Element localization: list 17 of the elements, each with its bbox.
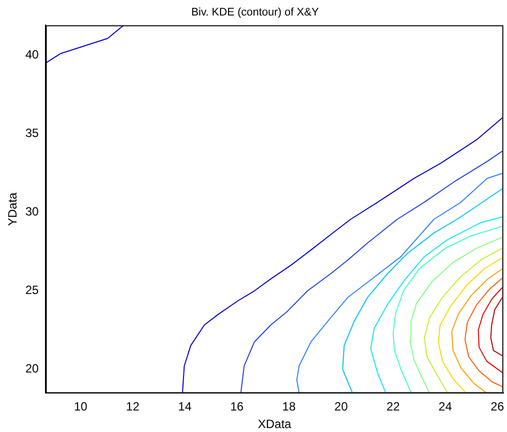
- chart-title: Biv. KDE (contour) of X&Y: [191, 6, 320, 19]
- y-axis-title: YData: [6, 192, 20, 226]
- x-tick-label: 22: [386, 400, 400, 414]
- x-tick-label: 12: [126, 400, 140, 414]
- y-tick-label: 20: [25, 362, 40, 376]
- y-tick-label: 40: [25, 47, 40, 62]
- x-axis-title: XData: [258, 417, 292, 432]
- x-tick-label: 18: [282, 400, 296, 414]
- y-tick-label: 35: [25, 126, 40, 140]
- x-tick-label: 24: [438, 400, 452, 414]
- x-tick-label: 16: [230, 400, 244, 414]
- x-tick-label: 20: [334, 400, 348, 414]
- y-tick-label: 30: [25, 204, 40, 218]
- x-tick-label: 10: [74, 400, 88, 414]
- x-tick-label: 26: [490, 400, 504, 414]
- x-tick-label: 14: [178, 400, 192, 414]
- y-tick-label: 25: [25, 283, 40, 298]
